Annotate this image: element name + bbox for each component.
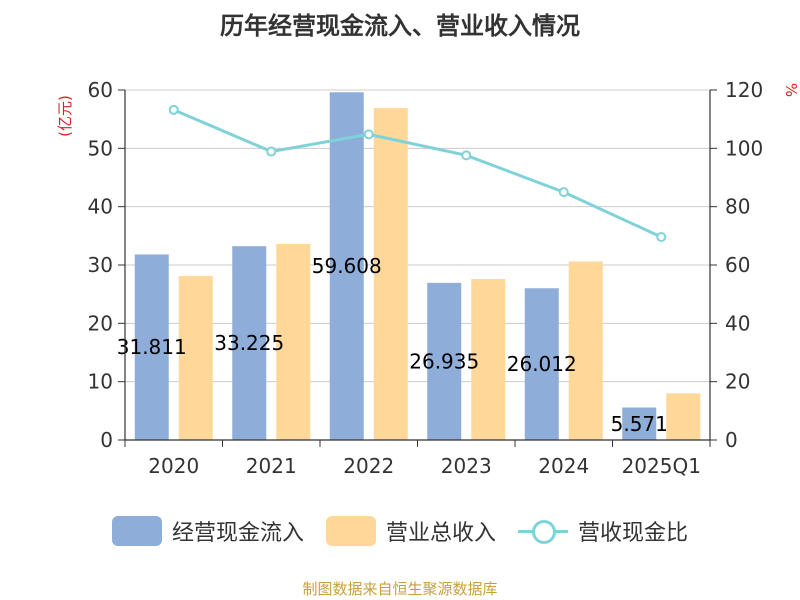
right-axis-tick-label: 20 (725, 370, 750, 394)
left-axis-tick-label: 20 (88, 311, 113, 335)
left-axis-tick-label: 30 (88, 253, 113, 277)
data-label-cash-inflow: 59.608 (312, 254, 382, 278)
left-axis-tick-label: 10 (88, 370, 113, 394)
legend-item-cash-inflow[interactable]: 经营现金流入 (111, 515, 304, 547)
x-axis-tick-label: 2021 (246, 454, 297, 478)
legend-label: 营收现金比 (578, 521, 689, 546)
grid-lines (125, 89, 710, 383)
legend-swatch-revenue (325, 516, 376, 546)
bar-cash-inflow (329, 92, 364, 440)
ratio-point (461, 150, 472, 161)
bar-cash-inflow (427, 282, 462, 440)
legend-label: 经营现金流入 (171, 521, 304, 546)
bar-cash-inflow (134, 254, 169, 440)
x-axis-tick-label: 2023 (441, 454, 492, 478)
right-axis-unit: % (782, 83, 800, 97)
data-label-cash-inflow: 26.012 (507, 352, 577, 376)
bar-revenue (471, 279, 506, 440)
bar-cash-inflow (622, 407, 657, 440)
ratio-point (656, 232, 667, 242)
x-axis-tick-label: 2022 (343, 454, 394, 478)
right-axis-tick-label: 100 (725, 136, 763, 160)
right-axis-tick-label: 0 (725, 428, 738, 452)
legend-label: 营业总收入 (385, 521, 496, 546)
right-axis-tick-label: 120 (725, 78, 763, 102)
left-axis-tick-label: 50 (88, 136, 113, 160)
data-label-cash-inflow: 26.935 (409, 349, 479, 373)
left-axis-tick-label: 60 (88, 78, 113, 102)
legend-swatch-cash-inflow (111, 516, 162, 546)
ratio-line-series (168, 104, 667, 242)
ratio-line (173, 108, 662, 239)
data-label-cash-inflow: 31.811 (117, 335, 187, 359)
bar-revenue (276, 244, 311, 440)
bar-cash-inflow (524, 288, 559, 440)
left-axis-unit: (亿元) (56, 95, 74, 137)
ratio-point (266, 146, 277, 157)
legend-item-revenue[interactable]: 营业总收入 (325, 515, 496, 547)
ratio-point (168, 104, 179, 115)
bar-cash-inflow (232, 246, 267, 440)
right-axis-tick-label: 80 (725, 195, 750, 219)
bar-revenue (178, 276, 213, 440)
x-axis-tick-label: 2024 (538, 454, 589, 478)
x-axis-tick-label: 2020 (148, 454, 199, 478)
right-axis-tick-label: 40 (725, 311, 750, 335)
x-axis-tick-label: 2025Q1 (622, 454, 701, 478)
legend-item-ratio[interactable]: 营收现金比 (518, 515, 688, 547)
axes: 0 10 20 30 40 50 60 0 20 40 60 80 100 120 2020 2021 2022… (88, 78, 764, 478)
source-note: 制图数据来自恒生聚源数据库 (302, 580, 498, 598)
data-labels: 31.811 33.225 59.608 26.935 26.012 5.571 (117, 254, 668, 436)
bar-series (134, 92, 701, 440)
chart-title: 历年经营现金流入、营业收入情况 (220, 12, 580, 40)
bar-revenue (568, 261, 603, 440)
legend-swatch-ratio (518, 516, 568, 546)
data-label-cash-inflow: 33.225 (214, 331, 284, 355)
left-axis-tick-label: 0 (100, 428, 113, 452)
ratio-point (558, 187, 569, 198)
left-axis-tick-label: 40 (88, 195, 113, 219)
legend: 经营现金流入 营业总收入 营收现金比 (0, 515, 800, 547)
bar-revenue (666, 393, 701, 440)
ratio-point (363, 129, 374, 140)
right-axis-tick-label: 60 (725, 253, 750, 277)
bar-revenue (373, 108, 408, 440)
data-label-cash-inflow: 5.571 (611, 412, 668, 436)
